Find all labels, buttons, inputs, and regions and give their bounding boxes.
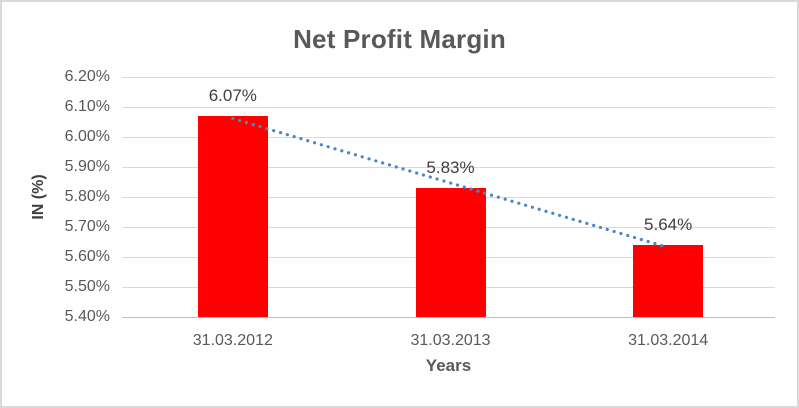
chart-title: Net Profit Margin (293, 24, 506, 54)
y-axis-tick-label: 5.90% (64, 158, 110, 175)
x-axis-line (122, 317, 775, 318)
bar-31.03.2014 (633, 245, 704, 317)
y-gridline (122, 107, 775, 108)
y-gridline (122, 77, 775, 78)
y-axis-tick-label: 5.50% (64, 278, 110, 295)
data-label: 5.64% (644, 215, 693, 234)
y-axis-tick-label: 6.20% (64, 68, 110, 85)
y-axis-tick-label: 5.40% (64, 308, 110, 325)
y-axis-tick-label: 6.10% (64, 98, 110, 115)
bar-31.03.2012 (197, 116, 268, 317)
x-axis-title: Years (425, 356, 472, 375)
y-axis-tick-label: 5.80% (64, 188, 110, 205)
bar-31.03.2013 (415, 188, 486, 317)
data-label: 5.83% (426, 158, 475, 177)
y-axis-tick-label: 5.60% (64, 248, 110, 265)
data-label: 6.07% (208, 86, 257, 105)
x-axis-tick-label: 31.03.2013 (410, 332, 491, 349)
y-axis-tick-label: 6.00% (64, 128, 110, 145)
x-axis-tick-label: 31.03.2012 (192, 332, 273, 349)
x-axis-tick-label: 31.03.2014 (628, 332, 709, 349)
y-axis-tick-label: 5.70% (64, 218, 110, 235)
